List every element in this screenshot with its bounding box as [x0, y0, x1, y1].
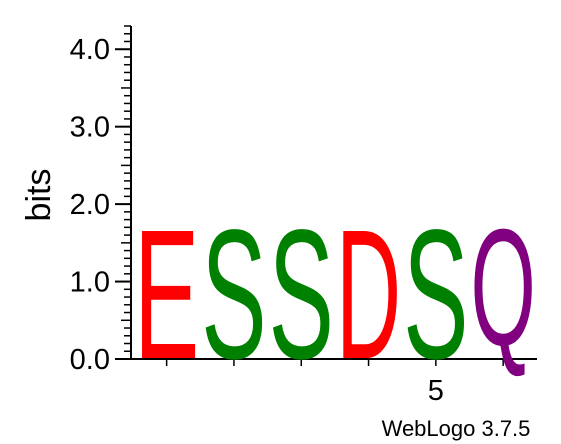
logo-letter-e: E — [134, 192, 199, 398]
logo-letter-q: Q — [471, 194, 536, 380]
y-tick-label: 3.0 — [70, 112, 110, 144]
logo-letter-s: S — [201, 192, 266, 398]
x-axis: 5 — [131, 358, 537, 407]
y-tick-label: 1.0 — [70, 267, 110, 299]
logo-letter-d: D — [336, 190, 401, 397]
logo-letter-s: S — [403, 192, 468, 398]
x-tick-label: 5 — [428, 375, 444, 407]
y-tick-label: 2.0 — [70, 189, 110, 221]
weblogo-credit: WebLogo 3.7.5 — [382, 416, 531, 441]
y-axis-title: bits — [20, 169, 58, 222]
y-tick-label: 4.0 — [70, 34, 110, 66]
y-tick-label: 0.0 — [70, 344, 110, 376]
y-axis: 0.0 1.0 2.0 3.0 4.0 — [70, 25, 132, 376]
logo-letter-s: S — [269, 192, 334, 398]
